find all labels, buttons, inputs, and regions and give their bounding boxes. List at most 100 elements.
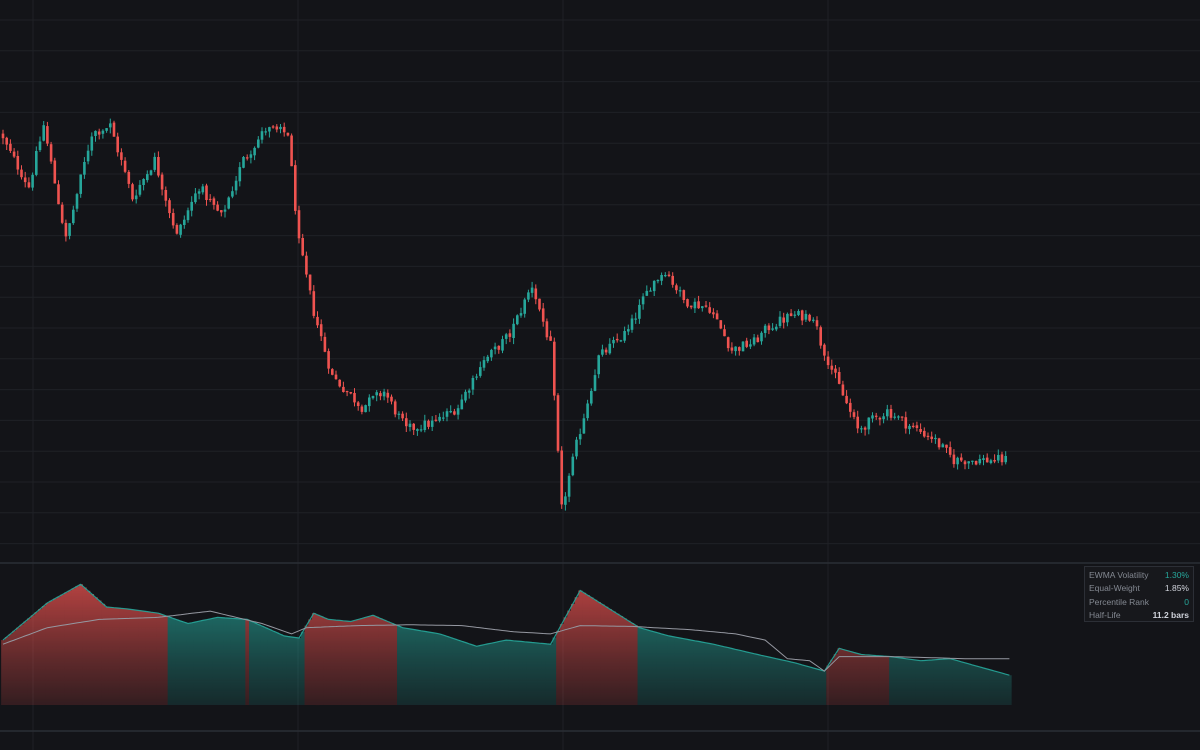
volatility-column [619, 616, 624, 705]
volatility-column [260, 626, 265, 705]
volatility-column [722, 646, 727, 705]
volatility-column [249, 621, 254, 705]
volatility-column [67, 590, 72, 705]
candle-body [501, 339, 504, 351]
candle-body [123, 160, 127, 172]
candle-body [745, 340, 748, 347]
volatility-column [430, 632, 435, 705]
volatility-column [15, 627, 21, 705]
volatility-column [463, 642, 468, 705]
volatility-column [730, 648, 735, 705]
stats-label-half-life: Half-Life [1089, 610, 1121, 621]
candle-body [442, 417, 445, 419]
volatility-column [626, 620, 631, 705]
candle-body [597, 355, 600, 375]
volatility-column [252, 622, 257, 705]
volatility-column [134, 610, 139, 705]
volatility-column [119, 608, 124, 705]
candle-body [434, 419, 438, 421]
volatility-column [437, 633, 442, 705]
candle-body [438, 416, 441, 421]
volatility-column [282, 635, 287, 705]
candle-body [882, 416, 885, 420]
candle-body [20, 169, 23, 178]
volatility-column [49, 600, 54, 705]
volatility-column [611, 611, 616, 705]
volatility-column [559, 624, 564, 705]
volatility-column [567, 610, 572, 705]
candle-body [900, 416, 904, 418]
volatility-column [167, 617, 172, 705]
volatility-column [4, 637, 9, 705]
volatility-column [212, 618, 217, 705]
candle-body [578, 434, 582, 440]
candle-body [416, 429, 419, 431]
candle-body [1000, 454, 1004, 463]
candle-body [294, 165, 297, 211]
candle-body [904, 417, 908, 429]
candle-body [308, 274, 312, 291]
volatility-column [852, 652, 857, 705]
candle-body [967, 461, 970, 464]
candle-body [290, 135, 293, 167]
volatility-column [434, 633, 439, 705]
candle-body [275, 126, 279, 130]
volatility-column [878, 655, 883, 705]
volatility-column [630, 623, 635, 705]
candle-body [919, 429, 922, 432]
candle-body [763, 325, 767, 333]
volatility-column [530, 642, 535, 705]
volatility-column [870, 655, 875, 705]
candle-body [948, 447, 952, 455]
candle-body [231, 191, 234, 197]
candle-body [997, 455, 1000, 461]
volatility-column [848, 651, 853, 705]
stats-label-percentile: Percentile Rank [1089, 596, 1150, 607]
candle-body [523, 299, 526, 314]
candle-body [109, 123, 112, 128]
candle-body [538, 298, 541, 310]
candle-body [356, 402, 360, 406]
candle-body [368, 397, 371, 407]
candle-body [127, 171, 131, 184]
volatility-column [38, 609, 43, 705]
volatility-column [456, 640, 461, 705]
candle-body [371, 396, 375, 399]
volatility-column [182, 622, 187, 705]
volatility-column [348, 621, 354, 705]
candle-body [971, 460, 974, 462]
candle-body [486, 356, 489, 362]
candle-body [220, 210, 223, 213]
volatility-column [681, 638, 687, 705]
candle-body [937, 438, 941, 448]
candle-body [419, 429, 423, 431]
volatility-column [452, 638, 457, 705]
candle-body [985, 457, 989, 463]
candle-body [427, 420, 430, 427]
volatility-column [496, 641, 502, 705]
volatility-column [822, 671, 827, 705]
volatility-column [34, 612, 39, 705]
candle-body [612, 340, 615, 344]
volatility-column [833, 654, 838, 705]
candle-body [889, 409, 893, 418]
candle-body [316, 316, 319, 326]
candle-body [982, 458, 985, 460]
candle-body [453, 411, 456, 415]
volatility-column [744, 652, 749, 705]
volatility-column [245, 619, 250, 705]
volatility-column [781, 660, 786, 705]
volatility-column [89, 594, 95, 705]
candle-body [504, 334, 508, 339]
candle-body [205, 185, 208, 200]
candle-body [134, 195, 138, 200]
candle-body [482, 360, 486, 368]
volatility-column [829, 659, 835, 705]
volatility-column [352, 620, 357, 705]
candle-body [712, 312, 715, 315]
candle-body [586, 403, 589, 419]
volatility-column [371, 615, 376, 705]
volatility-column [770, 657, 775, 705]
volatility-column [785, 661, 790, 705]
